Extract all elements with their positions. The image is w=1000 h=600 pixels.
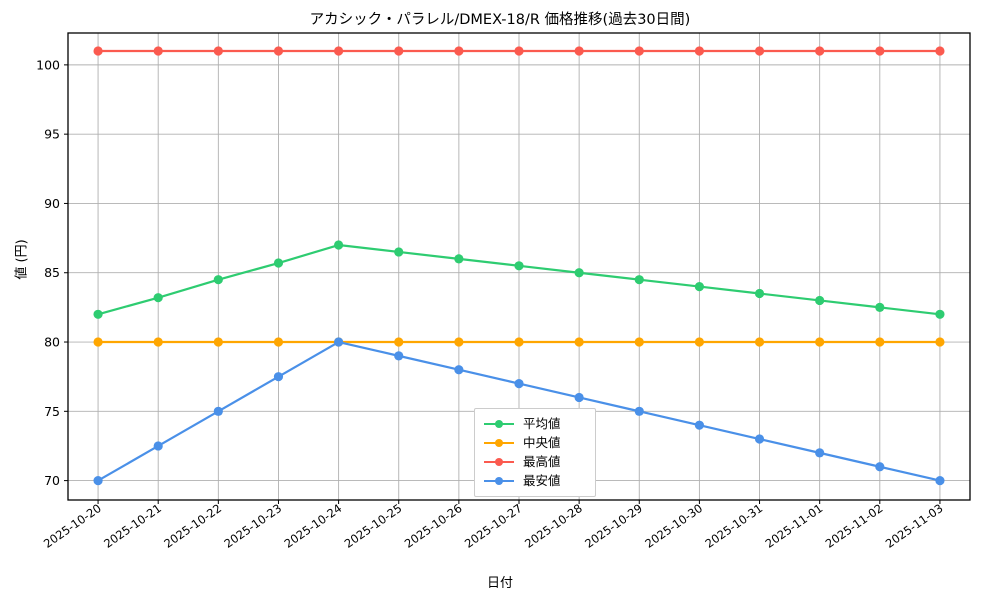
x-tick-label: 2025-10-31 (702, 501, 765, 551)
data-point (153, 441, 163, 451)
data-point (815, 46, 825, 56)
data-point (334, 240, 344, 250)
data-point (514, 46, 524, 56)
data-point (153, 293, 163, 303)
data-point (334, 337, 344, 347)
legend-item-label: 最高値 (523, 453, 561, 469)
chart-legend: 平均値中央値最高値最安値 (474, 408, 596, 497)
legend-swatch-icon (484, 474, 514, 488)
y-tick-label: 100 (36, 57, 60, 72)
data-point (153, 337, 163, 347)
data-point (514, 378, 524, 389)
data-point (93, 309, 103, 319)
data-point (694, 420, 705, 430)
data-point (634, 275, 644, 285)
data-point (574, 46, 584, 56)
x-tick-label: 2025-10-24 (282, 501, 345, 551)
data-point (93, 46, 103, 56)
data-point (815, 295, 825, 306)
data-point (273, 46, 284, 56)
data-point (754, 337, 765, 347)
data-point (694, 337, 705, 347)
data-point (213, 406, 223, 416)
data-point (93, 475, 103, 486)
data-point (875, 337, 885, 347)
x-tick-label: 2025-10-30 (642, 501, 705, 551)
data-point (574, 337, 584, 347)
x-tick-label: 2025-10-22 (161, 501, 224, 551)
data-point (935, 475, 945, 486)
data-point (935, 337, 945, 347)
data-point (454, 365, 464, 375)
data-point (514, 261, 524, 271)
x-tick-label: 2025-11-03 (883, 501, 946, 551)
x-tick-label: 2025-11-01 (763, 501, 826, 551)
data-point (574, 392, 584, 403)
data-point (394, 46, 404, 56)
x-tick-label: 2025-10-25 (342, 501, 405, 551)
data-point (153, 46, 163, 56)
legend-item: 平均値 (484, 414, 586, 433)
page-title: アカシック・パラレル/DMEX-18/R 価格推移(過去30日間) (309, 12, 691, 28)
data-point (334, 46, 344, 56)
data-point (454, 337, 464, 347)
data-point (213, 275, 223, 285)
legend-item-label: 平均値 (523, 415, 561, 431)
y-tick-label: 80 (44, 335, 60, 350)
data-point (875, 302, 885, 312)
data-point (213, 46, 223, 56)
x-tick-label: 2025-10-27 (462, 501, 525, 551)
data-point (574, 268, 584, 278)
data-point (815, 448, 825, 458)
legend-item: 最高値 (484, 452, 586, 471)
data-point (754, 288, 765, 299)
data-point (754, 46, 765, 56)
y-tick-label: 75 (44, 404, 60, 419)
plot-frame (67, 32, 971, 501)
legend-item-label: 最安値 (523, 472, 561, 488)
x-axis-label: 日付 (486, 576, 513, 591)
legend-swatch-icon (484, 455, 514, 469)
y-tick-label: 95 (44, 127, 60, 142)
data-point (93, 337, 103, 347)
x-tick-label: 2025-10-29 (582, 501, 645, 551)
data-point (394, 351, 404, 361)
data-point (634, 46, 644, 56)
x-tick-label: 2025-10-23 (221, 501, 284, 551)
data-point (273, 337, 284, 347)
x-tick-label: 2025-10-26 (402, 501, 465, 551)
y-tick-label: 70 (44, 473, 60, 488)
data-point (875, 46, 885, 56)
x-tick-label: 2025-10-28 (522, 501, 585, 551)
data-point (634, 406, 644, 416)
data-point (514, 337, 524, 347)
legend-item: 中央値 (484, 433, 586, 452)
x-tick-label: 2025-11-02 (823, 501, 886, 551)
data-point (875, 462, 885, 472)
legend-swatch-icon (484, 417, 514, 431)
legend-swatch-icon (484, 436, 514, 450)
data-point (935, 46, 945, 56)
data-point (754, 434, 765, 444)
data-point (273, 372, 284, 382)
data-point (213, 337, 223, 347)
data-point (935, 309, 945, 319)
data-point (694, 281, 705, 292)
data-point (634, 337, 644, 347)
y-tick-label: 90 (44, 196, 60, 211)
legend-item: 最安値 (484, 471, 586, 490)
data-point (394, 247, 404, 257)
y-tick-label: 85 (44, 265, 60, 280)
x-tick-label: 2025-10-21 (101, 501, 164, 551)
data-point (454, 254, 464, 264)
data-point (694, 46, 705, 56)
x-tick-label: 2025-10-20 (41, 501, 104, 551)
data-point (815, 337, 825, 347)
data-point (394, 337, 404, 347)
data-point (454, 46, 464, 56)
data-point (273, 258, 284, 268)
legend-item-label: 中央値 (523, 434, 561, 450)
